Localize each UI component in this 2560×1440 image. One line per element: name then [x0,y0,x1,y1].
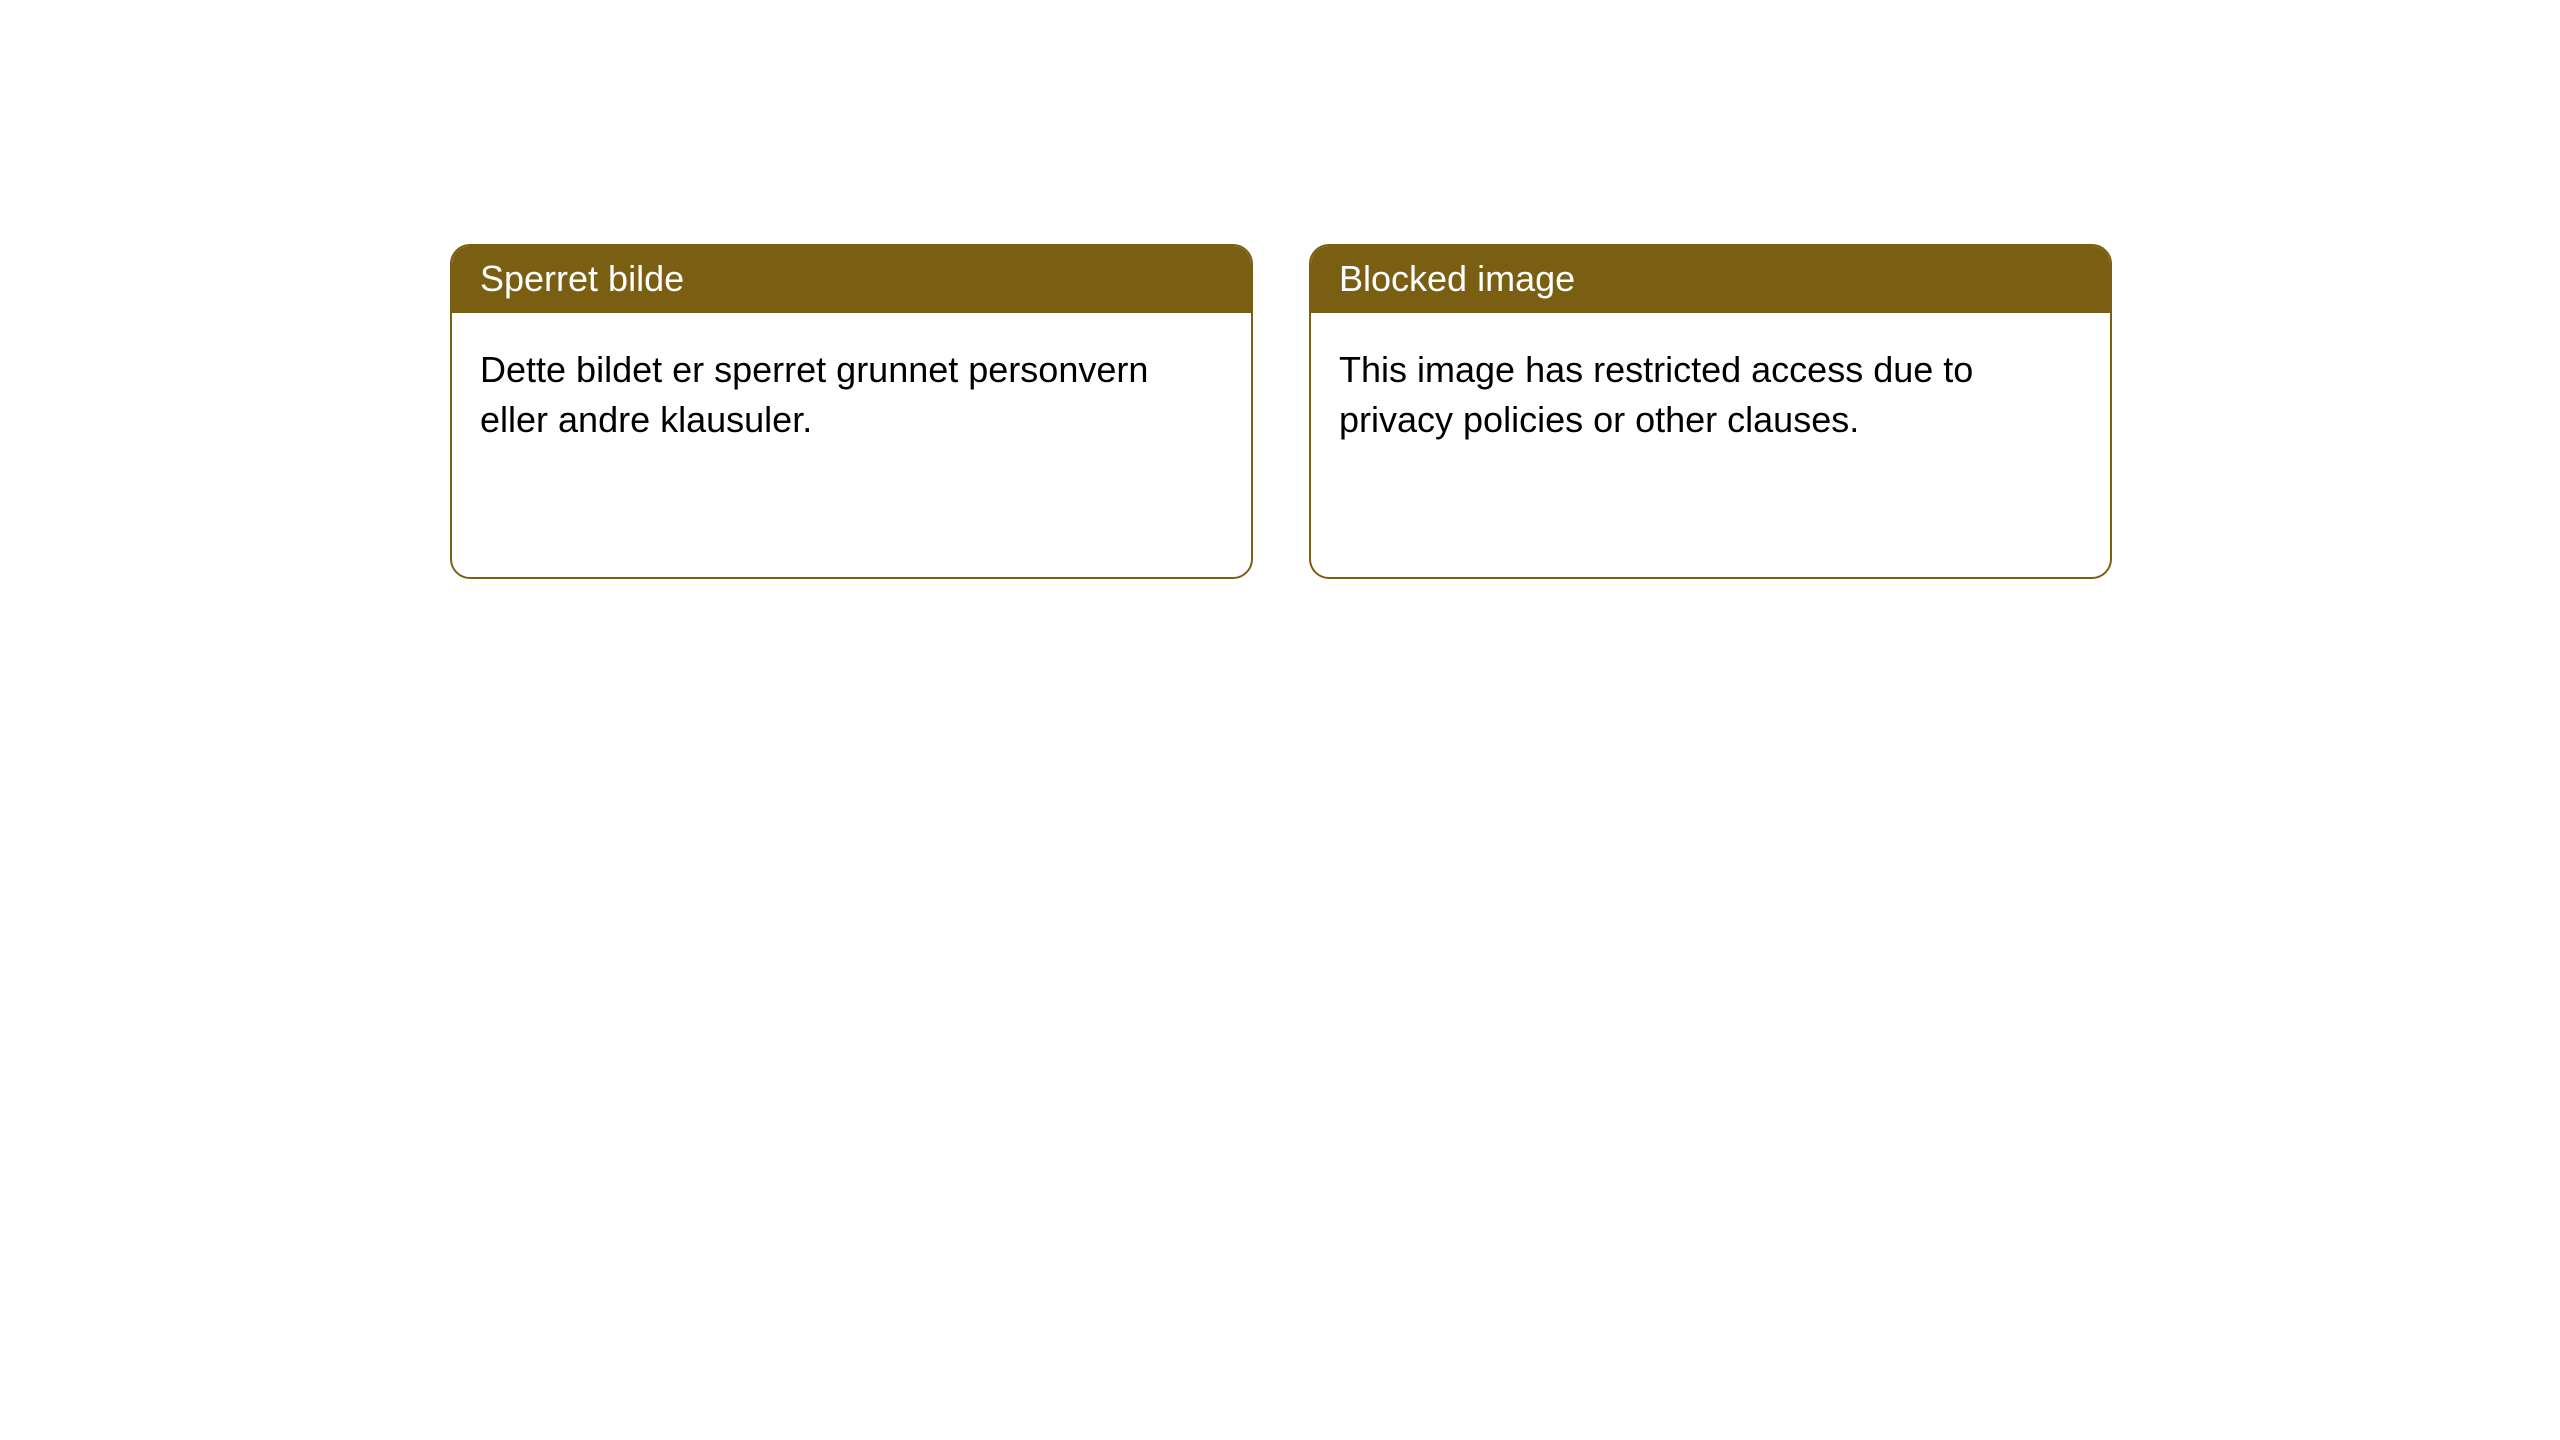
card-header-en: Blocked image [1311,246,2110,313]
card-header-no: Sperret bilde [452,246,1251,313]
card-norwegian: Sperret bilde Dette bildet er sperret gr… [450,244,1253,579]
card-body-no: Dette bildet er sperret grunnet personve… [452,313,1251,478]
card-body-en: This image has restricted access due to … [1311,313,2110,478]
cards-container: Sperret bilde Dette bildet er sperret gr… [0,0,2560,579]
card-english: Blocked image This image has restricted … [1309,244,2112,579]
